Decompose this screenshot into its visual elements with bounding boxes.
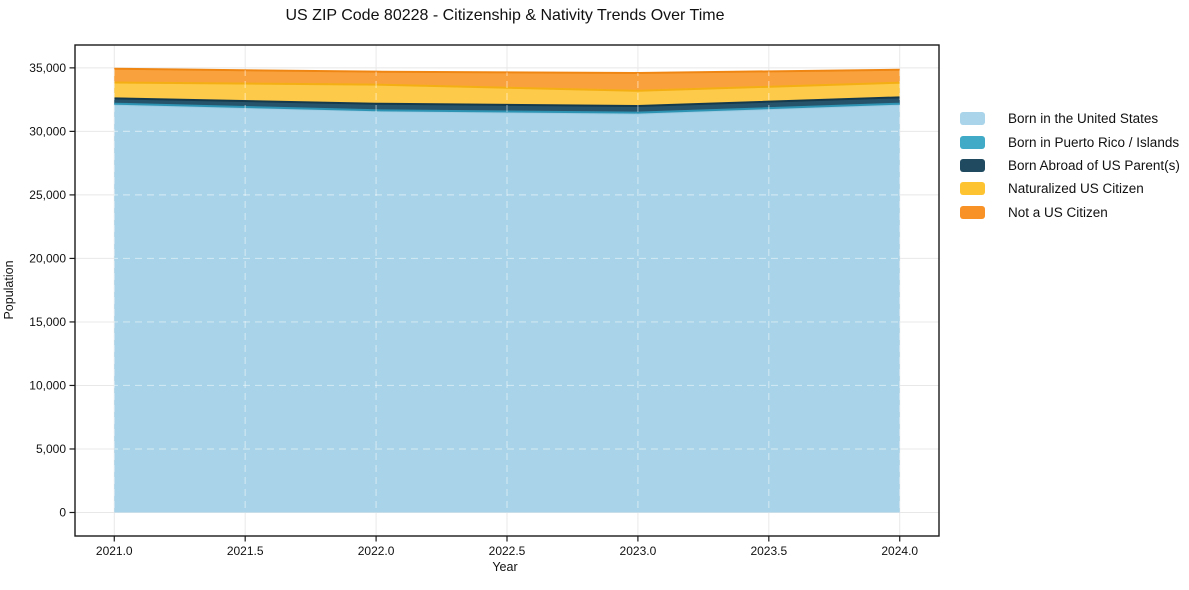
legend-label: Born Abroad of US Parent(s) xyxy=(1008,157,1180,173)
y-tick-label: 0 xyxy=(59,505,66,519)
legend-item: Born in the United States xyxy=(960,107,1180,130)
legend-swatch xyxy=(960,205,985,219)
chart-title: US ZIP Code 80228 - Citizenship & Nativi… xyxy=(285,7,725,24)
x-tick-label: 2022.0 xyxy=(358,544,395,558)
y-tick-label: 15,000 xyxy=(29,315,66,329)
x-axis-label: Year xyxy=(492,560,518,574)
edge-line xyxy=(114,96,900,107)
legend-swatch xyxy=(960,158,985,172)
legend-swatch xyxy=(960,135,985,149)
area-naturalized-us-citizen xyxy=(114,82,900,106)
legend-swatch xyxy=(960,112,985,126)
area-fills xyxy=(114,68,900,513)
area-born-in-the-united-states xyxy=(114,104,900,513)
legend-label: Born in the United States xyxy=(1008,111,1159,127)
x-tick-label: 2023.5 xyxy=(750,544,787,558)
tick-labels: 0 5,000 10,000 15,000 20,000 25,000 30,000 35,0… xyxy=(29,61,918,558)
y-tick-label: 30,000 xyxy=(29,124,66,138)
legend-label: Not a US Citizen xyxy=(1008,204,1108,220)
y-tick-label: 5,000 xyxy=(36,442,66,456)
x-tick-label: 2022.5 xyxy=(489,544,526,558)
y-tick-label: 25,000 xyxy=(29,188,66,202)
edge-line xyxy=(114,67,900,74)
y-tick-label: 20,000 xyxy=(29,251,66,265)
gridline-overlay xyxy=(114,68,900,513)
legend-swatch xyxy=(960,182,985,196)
x-tick-label: 2021.5 xyxy=(227,544,264,558)
area-not-a-us-citizen xyxy=(114,68,900,91)
y-tick-label: 10,000 xyxy=(29,378,66,392)
legend-label: Born in Puerto Rico / Islands xyxy=(1008,134,1180,150)
legend-item: Not a US Citizen xyxy=(960,201,1180,224)
edge-line xyxy=(114,102,900,114)
y-tick-label: 35,000 xyxy=(29,61,66,75)
x-tick-label: 2021.0 xyxy=(96,544,133,558)
area-edges xyxy=(114,67,900,115)
legend-label: Naturalized US Citizen xyxy=(1008,181,1144,197)
legend-item: Born in Puerto Rico / Islands xyxy=(960,130,1180,153)
legend-item: Naturalized US Citizen xyxy=(960,177,1180,200)
x-tick-label: 2024.0 xyxy=(881,544,918,558)
x-tick-label: 2023.0 xyxy=(620,544,657,558)
tick-marks xyxy=(69,67,901,542)
legend-item: Born Abroad of US Parent(s) xyxy=(960,154,1180,177)
plot-border xyxy=(74,44,940,537)
chart-legend: Born in the United States Born in Puerto … xyxy=(960,107,1180,224)
edge-line xyxy=(114,81,900,92)
